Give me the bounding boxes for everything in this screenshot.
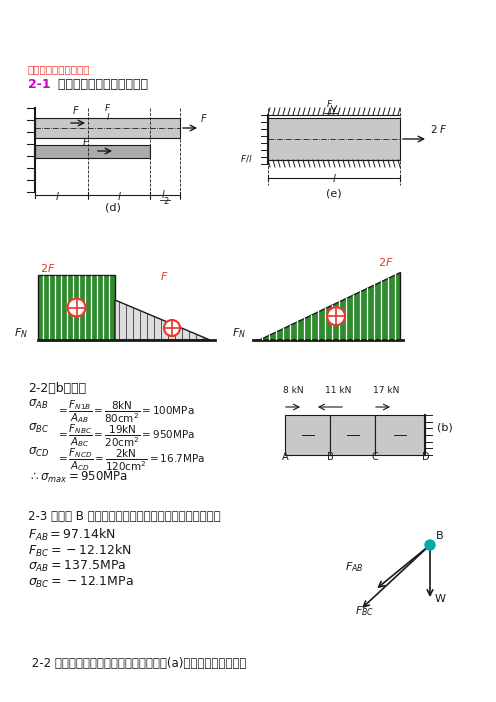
Polygon shape [258, 272, 400, 340]
Text: $l$: $l$ [161, 188, 166, 200]
Text: $2F$: $2F$ [40, 262, 56, 274]
Text: $=\dfrac{F_{N1B}}{A_{AB}}=\dfrac{8\mathrm{kN}}{80\mathrm{cm}^2}=100\mathrm{MPa}$: $=\dfrac{F_{N1B}}{A_{AB}}=\dfrac{8\mathr… [56, 398, 194, 425]
Text: A: A [282, 452, 289, 462]
Text: D: D [422, 452, 430, 462]
Text: $2$: $2$ [163, 195, 170, 206]
Text: $2\ F$: $2\ F$ [430, 123, 448, 135]
Text: $F_N$: $F_N$ [14, 326, 28, 340]
Text: 2-1: 2-1 [28, 78, 51, 91]
Text: $F_N$: $F_N$ [232, 326, 246, 340]
Text: (e): (e) [326, 188, 342, 198]
Text: $\sigma_{BC}$: $\sigma_{BC}$ [28, 422, 49, 435]
Text: $F_{AB}$: $F_{AB}$ [345, 560, 364, 574]
Text: $l$: $l$ [106, 111, 111, 122]
Polygon shape [115, 300, 210, 340]
Bar [330, 415, 375, 455]
Text: $F$: $F$ [104, 102, 111, 113]
Text: 试绘出下列各杆的轴力图。: 试绘出下列各杆的轴力图。 [50, 78, 148, 91]
Text: $2F$: $2F$ [378, 256, 394, 268]
Bar [35, 118, 180, 138]
Text: $F_{BC}$: $F_{BC}$ [355, 604, 374, 618]
Text: $l$: $l$ [328, 106, 332, 117]
Bar [375, 415, 425, 455]
Bar [285, 415, 330, 455]
Text: $F$: $F$ [326, 98, 333, 109]
Text: (b): (b) [437, 422, 453, 432]
Bar [35, 145, 150, 158]
Text: $=\dfrac{F_{NCD}}{A_{CD}}=\dfrac{2\mathrm{kN}}{120\mathrm{cm}^2}=16.7\mathrm{MPa: $=\dfrac{F_{NCD}}{A_{CD}}=\dfrac{2\mathr… [56, 446, 205, 473]
Text: $F_{BC}=-12.12\mathrm{kN}$: $F_{BC}=-12.12\mathrm{kN}$ [28, 543, 131, 559]
Text: B: B [436, 531, 443, 541]
Text: $l$: $l$ [332, 172, 336, 184]
Text: 此文档下载后即可编辑: 此文档下载后即可编辑 [28, 64, 90, 74]
Text: 17 kN: 17 kN [373, 386, 399, 395]
Circle shape [164, 320, 180, 336]
Text: $=\dfrac{F_{NBC}}{A_{BC}}=\dfrac{19\mathrm{kN}}{20\mathrm{cm}^2}=950\mathrm{MPa}: $=\dfrac{F_{NBC}}{A_{BC}}=\dfrac{19\math… [56, 422, 195, 449]
Text: 8 kN: 8 kN [283, 386, 304, 395]
Text: 2-2 求下列结构中指定杆内的应力。已知(a)图中杆的横截面面积: 2-2 求下列结构中指定杆内的应力。已知(a)图中杆的横截面面积 [28, 657, 247, 670]
Text: (d): (d) [105, 202, 121, 212]
Bar [38, 275, 115, 340]
Circle shape [327, 307, 345, 325]
Text: $F$: $F$ [72, 104, 80, 116]
Text: B: B [327, 452, 334, 462]
Text: $F$: $F$ [200, 112, 208, 124]
Circle shape [425, 540, 435, 550]
Bar [268, 118, 400, 160]
Text: $\sigma_{AB}=137.5\mathrm{MPa}$: $\sigma_{AB}=137.5\mathrm{MPa}$ [28, 559, 126, 574]
Text: $l$: $l$ [117, 190, 122, 202]
Text: $F$: $F$ [160, 270, 169, 282]
Text: 2-2（b）答：: 2-2（b）答： [28, 382, 86, 395]
Text: C: C [372, 452, 379, 462]
Circle shape [67, 298, 85, 317]
Text: $F$: $F$ [82, 136, 90, 148]
Text: $\sigma_{BC}=-12.1\mathrm{MPa}$: $\sigma_{BC}=-12.1\mathrm{MPa}$ [28, 575, 134, 590]
Text: $l$: $l$ [55, 190, 60, 202]
Text: $F_{AB}=97.14\mathrm{kN}$: $F_{AB}=97.14\mathrm{kN}$ [28, 527, 116, 543]
Text: $F/l$: $F/l$ [240, 152, 252, 164]
Text: 11 kN: 11 kN [325, 386, 351, 395]
Text: $\sigma_{AB}$: $\sigma_{AB}$ [28, 398, 48, 411]
Text: $\therefore\sigma_{max}=950\mathrm{MPa}$: $\therefore\sigma_{max}=950\mathrm{MPa}$ [28, 470, 128, 485]
Text: 2-3 答：以 B 点为研究对象，由平面汇交力系的平衡条件: 2-3 答：以 B 点为研究对象，由平面汇交力系的平衡条件 [28, 510, 221, 523]
Text: $\sigma_{CD}$: $\sigma_{CD}$ [28, 446, 49, 459]
Text: W: W [435, 594, 446, 604]
